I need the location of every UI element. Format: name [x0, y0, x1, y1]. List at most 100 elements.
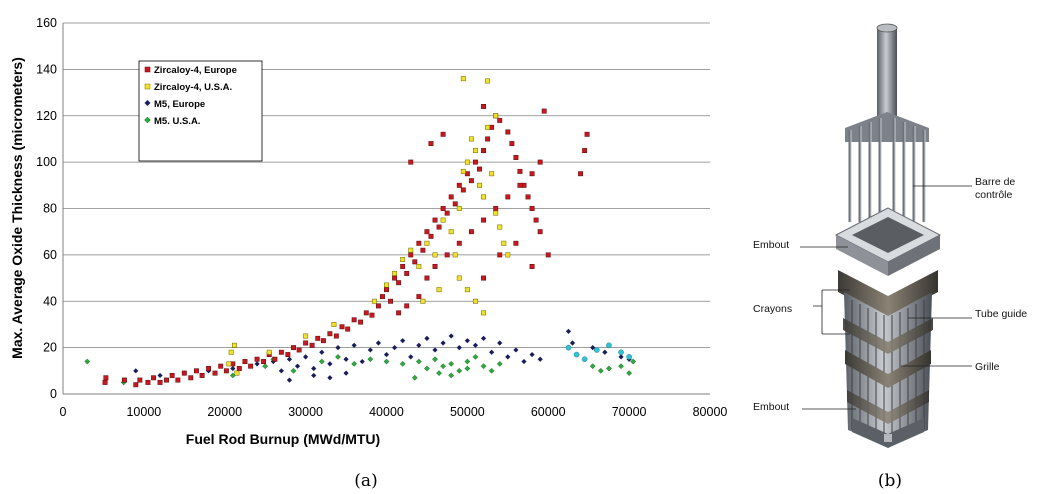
data-point	[626, 370, 633, 377]
data-point	[428, 141, 434, 147]
data-point	[315, 335, 321, 341]
data-point	[278, 368, 284, 374]
data-point	[529, 264, 535, 269]
data-point	[581, 356, 588, 363]
data-point	[505, 252, 511, 258]
data-point	[444, 210, 450, 216]
data-point	[232, 342, 237, 348]
y-tick-label: 140	[36, 62, 57, 76]
x-tick-label: 10000	[126, 405, 161, 419]
legend-box	[138, 60, 263, 162]
data-point	[396, 310, 402, 316]
x-tick-label: 70000	[612, 405, 647, 419]
data-point	[489, 349, 495, 355]
data-point	[593, 347, 600, 353]
data-point	[537, 159, 543, 165]
data-point	[493, 206, 499, 211]
data-point	[278, 349, 284, 355]
data-point	[103, 375, 109, 381]
data-point	[481, 217, 487, 223]
data-point	[400, 264, 406, 269]
data-point	[399, 360, 406, 367]
data-point	[517, 182, 523, 188]
data-point	[505, 129, 511, 135]
fuel-assembly-illustration: Barre de contrôle Embout Crayons Tube gu…	[753, 23, 1027, 491]
data-point	[319, 349, 325, 355]
data-point	[440, 131, 446, 137]
data-point	[383, 351, 390, 358]
legend: Zircaloy-4, Europe Zircaloy-4, U.S.A. M5…	[138, 60, 263, 162]
data-point	[358, 319, 364, 325]
data-point	[489, 124, 495, 130]
data-point	[432, 217, 438, 223]
data-point	[193, 368, 199, 374]
data-point	[436, 287, 442, 293]
y-tick-label: 40	[43, 294, 57, 308]
data-point	[582, 148, 588, 153]
data-point	[311, 365, 317, 372]
x-tick-label: 40000	[369, 405, 404, 419]
data-point	[618, 363, 624, 370]
data-point	[497, 252, 503, 258]
data-point	[485, 78, 491, 84]
data-point	[464, 358, 471, 365]
data-point	[408, 159, 414, 165]
data-point	[380, 294, 385, 300]
x-tick-label: 30000	[288, 405, 323, 419]
data-point	[291, 345, 296, 351]
y-tick-label: 160	[36, 16, 57, 30]
legend-label-m5-usa: M5. U.S.A.	[154, 116, 200, 127]
data-point	[464, 287, 470, 293]
data-point	[343, 370, 349, 376]
data-point	[371, 298, 377, 304]
caption-b: (b)	[878, 471, 902, 491]
data-point	[440, 206, 446, 211]
data-point	[242, 359, 248, 364]
data-point	[311, 372, 317, 379]
data-point	[529, 171, 535, 177]
data-point	[513, 155, 519, 160]
data-point	[424, 240, 430, 246]
data-point	[133, 368, 139, 374]
data-point	[497, 117, 503, 123]
data-point	[335, 354, 341, 360]
data-point	[416, 264, 422, 269]
x-tick-label: 20000	[207, 405, 242, 419]
data-point	[513, 347, 519, 353]
x-axis-title: Fuel Rod Burnup (MWd/MTU)	[186, 431, 380, 447]
y-tick-label: 80	[43, 202, 57, 216]
data-point	[509, 141, 515, 147]
data-point	[151, 375, 157, 381]
data-point	[460, 168, 466, 174]
data-point	[480, 363, 487, 370]
data-point	[473, 159, 478, 165]
data-point	[606, 342, 612, 349]
series-1	[226, 76, 511, 376]
data-point	[488, 367, 495, 374]
data-point	[248, 363, 254, 369]
fuel-assembly-drawing	[834, 23, 942, 448]
data-point	[481, 148, 487, 153]
data-point	[327, 375, 333, 381]
data-point	[440, 363, 446, 370]
data-point	[396, 280, 402, 286]
data-point	[481, 104, 487, 109]
data-point	[181, 370, 187, 376]
data-point	[375, 340, 382, 346]
data-point	[218, 363, 224, 369]
data-point	[388, 298, 393, 304]
data-point	[145, 379, 151, 385]
data-point	[521, 358, 527, 365]
data-point	[428, 233, 434, 239]
data-point	[485, 136, 491, 142]
y-tick-label: 20	[43, 341, 57, 355]
data-point	[537, 229, 543, 235]
data-point	[102, 379, 108, 385]
data-point	[272, 356, 278, 362]
data-point	[416, 342, 422, 348]
data-point	[489, 171, 495, 177]
data-point	[296, 347, 302, 353]
data-point	[472, 342, 479, 348]
data-point	[448, 333, 454, 339]
